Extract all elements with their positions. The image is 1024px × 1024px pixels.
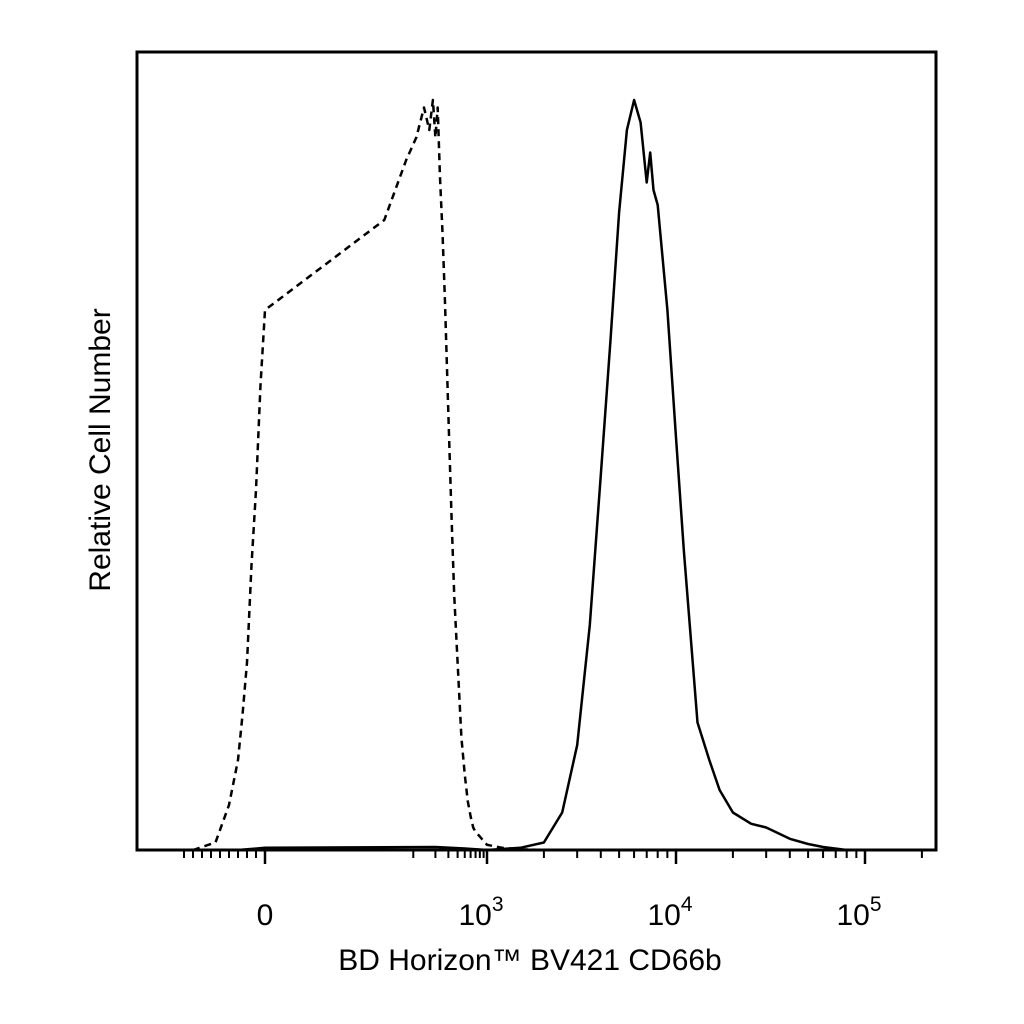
plot-frame — [135, 50, 938, 852]
stained-sample-histogram-line — [237, 98, 847, 852]
x-major-ticks — [263, 850, 867, 864]
isotype-control-histogram-line — [192, 98, 544, 852]
series-layer — [192, 98, 847, 852]
x-axis-label: BD Horizon™ BV421 CD66b — [338, 944, 722, 977]
x-tick-label: 103 — [458, 893, 503, 932]
x-tick-label: 0 — [257, 899, 274, 932]
x-tick-label: 104 — [647, 893, 692, 932]
y-axis-label: Relative Cell Number — [84, 308, 117, 591]
x-minor-ticks — [183, 850, 923, 858]
x-tick-label: 105 — [836, 893, 881, 932]
x-tick-labels: 0 103 104 105 — [257, 893, 882, 932]
